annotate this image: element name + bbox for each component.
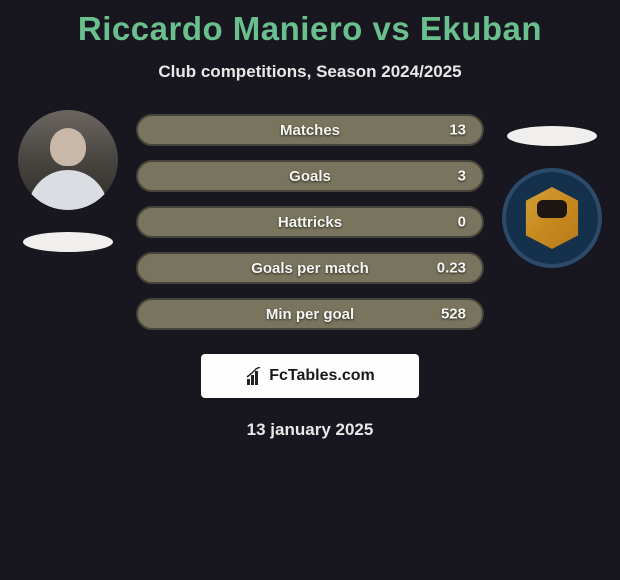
stat-row-min-per-goal: Min per goal 528 bbox=[136, 298, 484, 330]
stat-value: 3 bbox=[458, 168, 466, 185]
comparison-area: Matches 13 Goals 3 Hattricks 0 Goals per… bbox=[10, 110, 610, 330]
left-player-column bbox=[16, 110, 120, 252]
main-container: Riccardo Maniero vs Ekuban Club competit… bbox=[0, 0, 620, 448]
branding-badge[interactable]: FcTables.com bbox=[201, 354, 419, 398]
stat-label: Hattricks bbox=[278, 214, 342, 231]
stat-label: Matches bbox=[280, 122, 340, 139]
player-2-avatar-placeholder bbox=[507, 126, 597, 146]
stat-value: 13 bbox=[449, 122, 466, 139]
stat-row-goals: Goals 3 bbox=[136, 160, 484, 192]
player-1-avatar bbox=[18, 110, 118, 210]
stat-row-hattricks: Hattricks 0 bbox=[136, 206, 484, 238]
snapshot-date: 13 january 2025 bbox=[247, 420, 374, 440]
stat-label: Min per goal bbox=[266, 306, 354, 323]
stats-column: Matches 13 Goals 3 Hattricks 0 Goals per… bbox=[120, 110, 500, 330]
stat-label: Goals per match bbox=[251, 260, 369, 277]
branding-text: FcTables.com bbox=[269, 367, 375, 385]
stat-value: 0.23 bbox=[437, 260, 466, 277]
stat-row-goals-per-match: Goals per match 0.23 bbox=[136, 252, 484, 284]
player-2-club-badge bbox=[502, 168, 602, 268]
stat-value: 0 bbox=[458, 214, 466, 231]
right-player-column bbox=[500, 110, 604, 268]
chart-icon bbox=[245, 367, 265, 385]
stat-label: Goals bbox=[289, 168, 331, 185]
page-title: Riccardo Maniero vs Ekuban bbox=[78, 10, 542, 48]
stat-value: 528 bbox=[441, 306, 466, 323]
stat-row-matches: Matches 13 bbox=[136, 114, 484, 146]
season-subtitle: Club competitions, Season 2024/2025 bbox=[158, 62, 461, 82]
player-1-club-placeholder bbox=[23, 232, 113, 252]
right-col-content bbox=[502, 126, 602, 268]
